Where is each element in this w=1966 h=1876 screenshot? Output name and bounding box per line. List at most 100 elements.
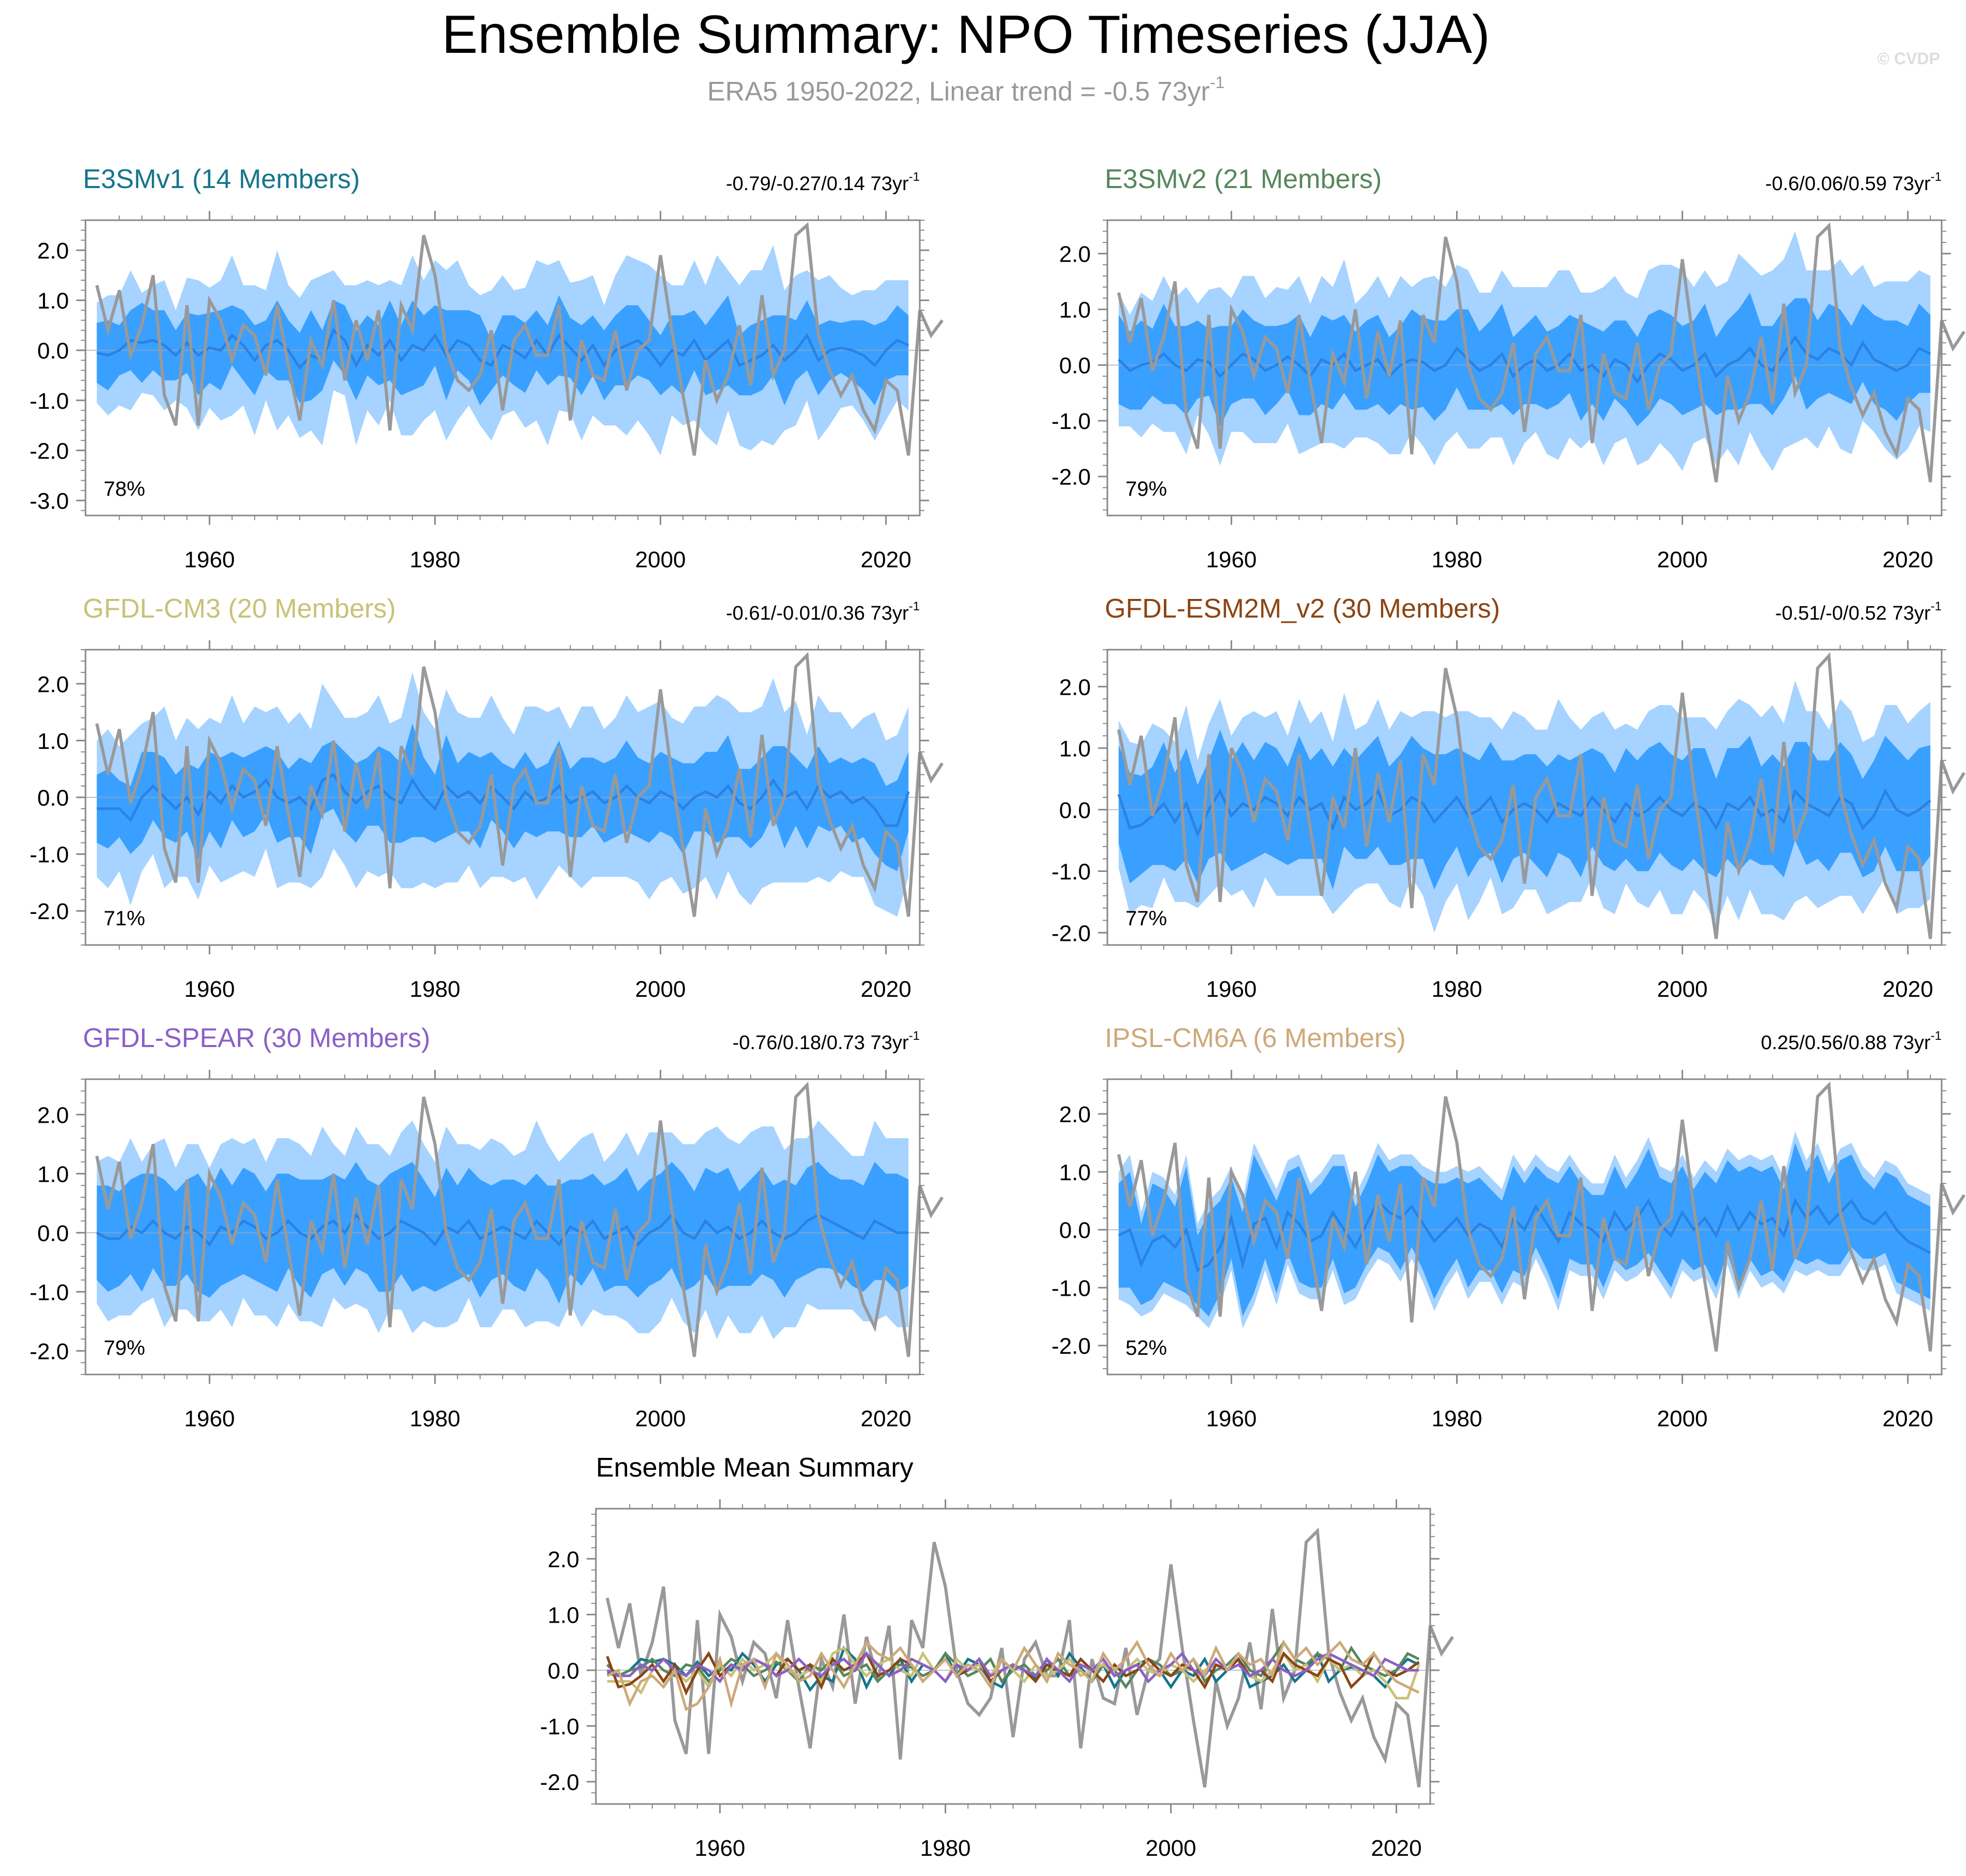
- xtick-label-1-1: 1980: [1432, 547, 1483, 572]
- panel-title-0: E3SMv1 (14 Members): [83, 164, 360, 194]
- xtick-label-4-0: 1960: [184, 1406, 235, 1431]
- ytick-label-3-4: -2.0: [1051, 921, 1091, 946]
- ytick-label-1-0: 2.0: [1059, 242, 1091, 267]
- ytick-label-1-3: -1.0: [1051, 409, 1091, 434]
- ytick-label-6-3: -1.0: [540, 1714, 579, 1739]
- ytick-label-3-2: 0.0: [1059, 798, 1091, 823]
- ytick-label-1-1: 1.0: [1059, 297, 1091, 323]
- panels: E3SMv1 (14 Members) -0.79/-0.27/0.14 73yr…: [30, 164, 1966, 1861]
- trend-label-1: -0.6/0.06/0.59 73yr-1: [1765, 170, 1942, 195]
- percent-label-1: 79%: [1126, 478, 1167, 500]
- summary-series-4: [606, 1651, 1419, 1684]
- trend-label-5: 0.25/0.56/0.88 73yr-1: [1761, 1029, 1942, 1054]
- xtick-label-2-0: 1960: [184, 977, 235, 1002]
- xtick-label-5-2: 2000: [1657, 1406, 1708, 1431]
- panel-1: E3SMv2 (21 Members) -0.6/0.06/0.59 73yr-1…: [1051, 164, 1965, 572]
- percent-label-5: 52%: [1126, 1337, 1167, 1359]
- obs-line-0: [95, 222, 944, 456]
- ytick-label-4-0: 2.0: [37, 1102, 69, 1128]
- trend-value-0: -0.79/-0.27/0.14 73yr: [726, 173, 909, 195]
- ensemble-mean-line-4: [96, 1213, 909, 1247]
- xtick-label-2-1: 1980: [410, 977, 461, 1002]
- xtick-label-4-2: 2000: [635, 1406, 686, 1431]
- panel-title-1: E3SMv2 (21 Members): [1105, 164, 1382, 194]
- ytick-label-2-1: 1.0: [37, 728, 69, 754]
- obs-line-2: [95, 652, 944, 917]
- summary-series-5: [606, 1639, 1420, 1711]
- trend-value-5: 0.25/0.56/0.88 73yr: [1761, 1032, 1931, 1054]
- ytick-label-3-0: 2.0: [1059, 675, 1091, 700]
- trend-label-2: -0.61/-0.01/0.36 73yr-1: [726, 599, 920, 624]
- panel-0: E3SMv1 (14 Members) -0.79/-0.27/0.14 73yr…: [30, 164, 944, 572]
- ensemble-mean-line-5: [1118, 1197, 1931, 1272]
- xtick-label-2-3: 2020: [861, 977, 911, 1002]
- panel-title-2: GFDL-CM3 (20 Members): [83, 594, 396, 624]
- xtick-label-1-3: 2020: [1883, 547, 1933, 572]
- panel-3: GFDL-ESM2M_v2 (30 Members) -0.51/-0/0.52 …: [1051, 594, 1966, 1002]
- ytick-label-5-2: 0.0: [1059, 1218, 1091, 1243]
- trend-exponent-1: -1: [1931, 170, 1942, 184]
- ytick-label-6-0: 2.0: [548, 1547, 579, 1572]
- ytick-label-3-3: -1.0: [1051, 860, 1091, 885]
- panel-5: IPSL-CM6A (6 Members) 0.25/0.56/0.88 73yr…: [1051, 1023, 1966, 1431]
- xtick-label-3-3: 2020: [1883, 977, 1933, 1002]
- obs-line-4: [95, 1081, 944, 1357]
- trend-exponent-5: -1: [1931, 1029, 1942, 1043]
- subtitle-exponent: -1: [1210, 73, 1224, 92]
- xtick-label-5-0: 1960: [1206, 1406, 1257, 1431]
- xtick-label-0-3: 2020: [861, 547, 911, 572]
- ytick-label-6-2: 0.0: [548, 1658, 579, 1684]
- subtitle-text: ERA5 1950-2022, Linear trend = -0.5 73yr: [707, 77, 1210, 107]
- ytick-label-5-4: -2.0: [1051, 1334, 1091, 1359]
- ytick-label-2-0: 2.0: [37, 672, 69, 697]
- trend-exponent-0: -1: [909, 170, 920, 184]
- percent-label-3: 77%: [1126, 907, 1167, 930]
- obs-line-1: [1117, 222, 1965, 482]
- xtick-label-1-2: 2000: [1657, 547, 1708, 572]
- ytick-label-0-0: 2.0: [37, 238, 69, 264]
- ytick-label-0-1: 1.0: [37, 289, 69, 314]
- ytick-label-0-2: 0.0: [37, 338, 69, 364]
- ytick-label-2-2: 0.0: [37, 785, 69, 811]
- trend-value-4: -0.76/0.18/0.73 73yr: [733, 1032, 909, 1054]
- ensemble-mean-line-3: [1117, 788, 1931, 838]
- trend-exponent-3: -1: [1931, 599, 1942, 613]
- ytick-label-4-1: 1.0: [37, 1162, 69, 1187]
- inner-band-1: [1118, 292, 1931, 426]
- ytick-label-5-0: 2.0: [1059, 1102, 1091, 1127]
- xtick-label-6-1: 1980: [920, 1836, 971, 1861]
- obs-line-5: [1117, 1081, 1966, 1352]
- ytick-label-4-4: -2.0: [30, 1339, 69, 1364]
- ytick-label-5-3: -1.0: [1051, 1276, 1091, 1301]
- trend-label-3: -0.51/-0/0.52 73yr-1: [1775, 599, 1942, 624]
- xtick-label-3-2: 2000: [1657, 977, 1708, 1002]
- xtick-label-0-1: 1980: [410, 547, 461, 572]
- ytick-label-1-4: -2.0: [1051, 465, 1091, 490]
- xtick-label-0-0: 1960: [184, 547, 235, 572]
- trend-exponent-4: -1: [909, 1029, 920, 1043]
- ytick-label-2-3: -1.0: [30, 842, 69, 868]
- trend-value-1: -0.6/0.06/0.59 73yr: [1765, 173, 1931, 195]
- xtick-label-6-2: 2000: [1146, 1836, 1196, 1861]
- ytick-label-0-3: -1.0: [30, 389, 69, 414]
- ytick-label-5-1: 1.0: [1059, 1160, 1091, 1185]
- panel-title-3: GFDL-ESM2M_v2 (30 Members): [1105, 594, 1500, 624]
- ensemble-mean-line-1: [1118, 335, 1931, 384]
- xtick-label-0-2: 2000: [635, 547, 686, 572]
- watermark: © CVDP: [1877, 49, 1940, 68]
- ytick-label-6-4: -2.0: [540, 1770, 579, 1795]
- panel-6: Ensemble Mean Summary 2.0 1.0 0.0 -1.0 -2.0 19…: [540, 1453, 1454, 1861]
- ensemble-mean-line-2: [96, 772, 910, 827]
- xtick-label-2-2: 2000: [635, 977, 686, 1002]
- panel-4: GFDL-SPEAR (30 Members) -0.76/0.18/0.73 7…: [30, 1023, 944, 1431]
- xtick-label-6-0: 1960: [694, 1836, 745, 1861]
- ytick-label-2-4: -2.0: [30, 899, 69, 924]
- trend-value-2: -0.61/-0.01/0.36 73yr: [726, 603, 909, 624]
- xtick-label-1-0: 1960: [1206, 547, 1257, 572]
- xtick-label-5-1: 1980: [1432, 1406, 1483, 1431]
- xtick-label-4-1: 1980: [410, 1406, 461, 1431]
- ytick-label-4-2: 0.0: [37, 1221, 69, 1246]
- xtick-label-4-3: 2020: [861, 1406, 911, 1431]
- percent-label-0: 78%: [104, 478, 145, 500]
